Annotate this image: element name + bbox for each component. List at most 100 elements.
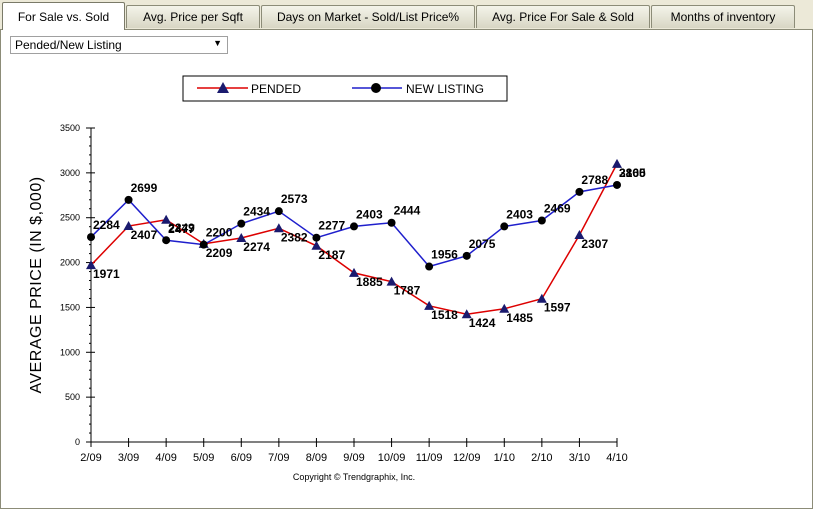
- new-listing-data-label: 2249: [168, 221, 195, 235]
- pended-point: [499, 303, 510, 313]
- pended-data-label: 1971: [93, 267, 120, 281]
- new-listing-data-label: 1956: [431, 248, 458, 262]
- pended-data-label: 2407: [131, 228, 158, 242]
- new-listing-data-label: 2200: [206, 226, 233, 240]
- x-tick-label: 2/10: [531, 452, 552, 464]
- legend-box: [182, 75, 508, 102]
- y-tick-label: 1500: [60, 302, 80, 312]
- new-listing-data-label: 2403: [356, 207, 383, 221]
- new-listing-point: [274, 207, 283, 216]
- pended-point: [236, 232, 247, 242]
- new-listing-data-label: 2284: [93, 218, 120, 232]
- y-tick-label: 0: [75, 437, 80, 447]
- chart-panel: Pended/New Listing ▼: [0, 29, 813, 509]
- tab-bar: For Sale vs. Sold Avg. Price per Sqft Da…: [0, 0, 813, 30]
- legend-marker-new-listing: [371, 83, 381, 93]
- new-listing-data-label: 2469: [544, 201, 571, 215]
- series-select-value: Pended/New Listing: [15, 38, 122, 52]
- series-select[interactable]: Pended/New Listing ▼: [10, 36, 228, 54]
- pended-point: [273, 223, 284, 233]
- new-listing-data-label: 2075: [469, 237, 496, 251]
- pended-point: [349, 267, 359, 277]
- x-tick-label: 4/10: [606, 452, 627, 464]
- x-tick-label: 8/09: [306, 452, 327, 464]
- y-tick-label: 2000: [60, 258, 80, 268]
- y-tick-label: 3500: [60, 123, 80, 133]
- x-tick-label: 10/09: [378, 452, 406, 464]
- pended-point: [574, 230, 585, 240]
- x-tick-label: 7/09: [268, 452, 289, 464]
- pended-point: [311, 240, 322, 250]
- pended-point: [424, 300, 435, 310]
- x-tick-label: 12/09: [453, 452, 481, 464]
- legend-label-new-listing: NEW LISTING: [406, 82, 484, 96]
- pended-data-label: 1518: [431, 308, 458, 322]
- x-tick-label: 3/09: [118, 452, 139, 464]
- legend-label-pended: PENDED: [251, 82, 301, 96]
- new-listing-point: [237, 219, 246, 228]
- pended-data-label: 2307: [581, 237, 608, 251]
- new-listing-data-label: 2865: [619, 166, 646, 180]
- new-listing-point: [312, 233, 321, 242]
- pended-point: [536, 293, 547, 303]
- pended-data-label: 1597: [544, 301, 571, 315]
- pended-point: [386, 276, 397, 286]
- x-tick-label: 1/10: [494, 452, 515, 464]
- new-listing-point: [425, 262, 434, 271]
- new-listing-point: [500, 222, 509, 231]
- x-tick-label: 9/09: [343, 452, 364, 464]
- x-tick-label: 2/09: [80, 452, 101, 464]
- chevron-down-icon: ▼: [213, 38, 222, 48]
- tab-days-on-market[interactable]: Days on Market - Sold/List Price%: [261, 5, 475, 28]
- pended-data-label: 2187: [318, 248, 345, 262]
- x-tick-label: 11/09: [416, 452, 443, 464]
- new-listing-data-label: 2277: [318, 219, 345, 233]
- new-listing-point: [124, 195, 133, 204]
- x-tick-label: 6/09: [231, 452, 252, 464]
- y-axis-title: AVERAGE PRICE (IN $,000): [28, 176, 45, 393]
- new-listing-point: [87, 233, 95, 242]
- pended-data-label: 1424: [469, 316, 496, 330]
- new-listing-point: [613, 180, 621, 189]
- tab-months-of-inventory[interactable]: Months of inventory: [651, 5, 795, 28]
- pended-data-label: 2477: [168, 222, 195, 236]
- x-tick-label: 3/10: [569, 452, 590, 464]
- pended-data-label: 1485: [506, 311, 533, 325]
- new-listing-data-label: 2403: [506, 207, 533, 221]
- new-listing-data-label: 2788: [581, 173, 608, 187]
- tab-for-sale-vs-sold[interactable]: For Sale vs. Sold: [2, 2, 125, 30]
- new-listing-point: [199, 240, 208, 249]
- new-listing-data-label: 2573: [281, 192, 308, 206]
- y-tick-label: 2500: [60, 213, 80, 223]
- new-listing-point: [537, 216, 546, 225]
- tab-avg-price-for-sale-sold[interactable]: Avg. Price For Sale & Sold: [476, 5, 650, 28]
- y-tick-label: 3000: [60, 168, 80, 178]
- copyright-text: Copyright © Trendgraphix, Inc.: [293, 472, 415, 482]
- pended-point: [461, 309, 472, 319]
- y-tick-label: 500: [65, 392, 80, 402]
- new-listing-point: [387, 218, 396, 227]
- legend-marker-pended: [217, 82, 229, 93]
- pended-point: [86, 260, 96, 270]
- new-listing-data-label: 2699: [131, 181, 158, 195]
- new-listing-data-label: 2434: [243, 205, 270, 219]
- pended-data-label: 3100: [619, 166, 646, 180]
- pended-data-label: 2209: [206, 246, 233, 260]
- new-listing-data-label: 2444: [394, 204, 421, 218]
- tab-avg-price-per-sqft[interactable]: Avg. Price per Sqft: [126, 5, 260, 28]
- pended-point: [161, 214, 172, 224]
- x-tick-label: 4/09: [155, 452, 176, 464]
- new-listing-point: [575, 187, 584, 196]
- pended-point: [123, 221, 134, 231]
- y-tick-label: 1000: [60, 347, 80, 357]
- new-listing-point: [462, 251, 471, 260]
- pended-data-label: 1885: [356, 275, 383, 289]
- new-listing-point: [162, 236, 171, 245]
- pended-data-label: 1787: [394, 284, 421, 298]
- new-listing-point: [350, 222, 358, 231]
- pended-data-label: 2382: [281, 230, 308, 244]
- pended-point: [612, 158, 622, 168]
- pended-data-label: 2274: [243, 240, 270, 254]
- x-tick-label: 5/09: [193, 452, 214, 464]
